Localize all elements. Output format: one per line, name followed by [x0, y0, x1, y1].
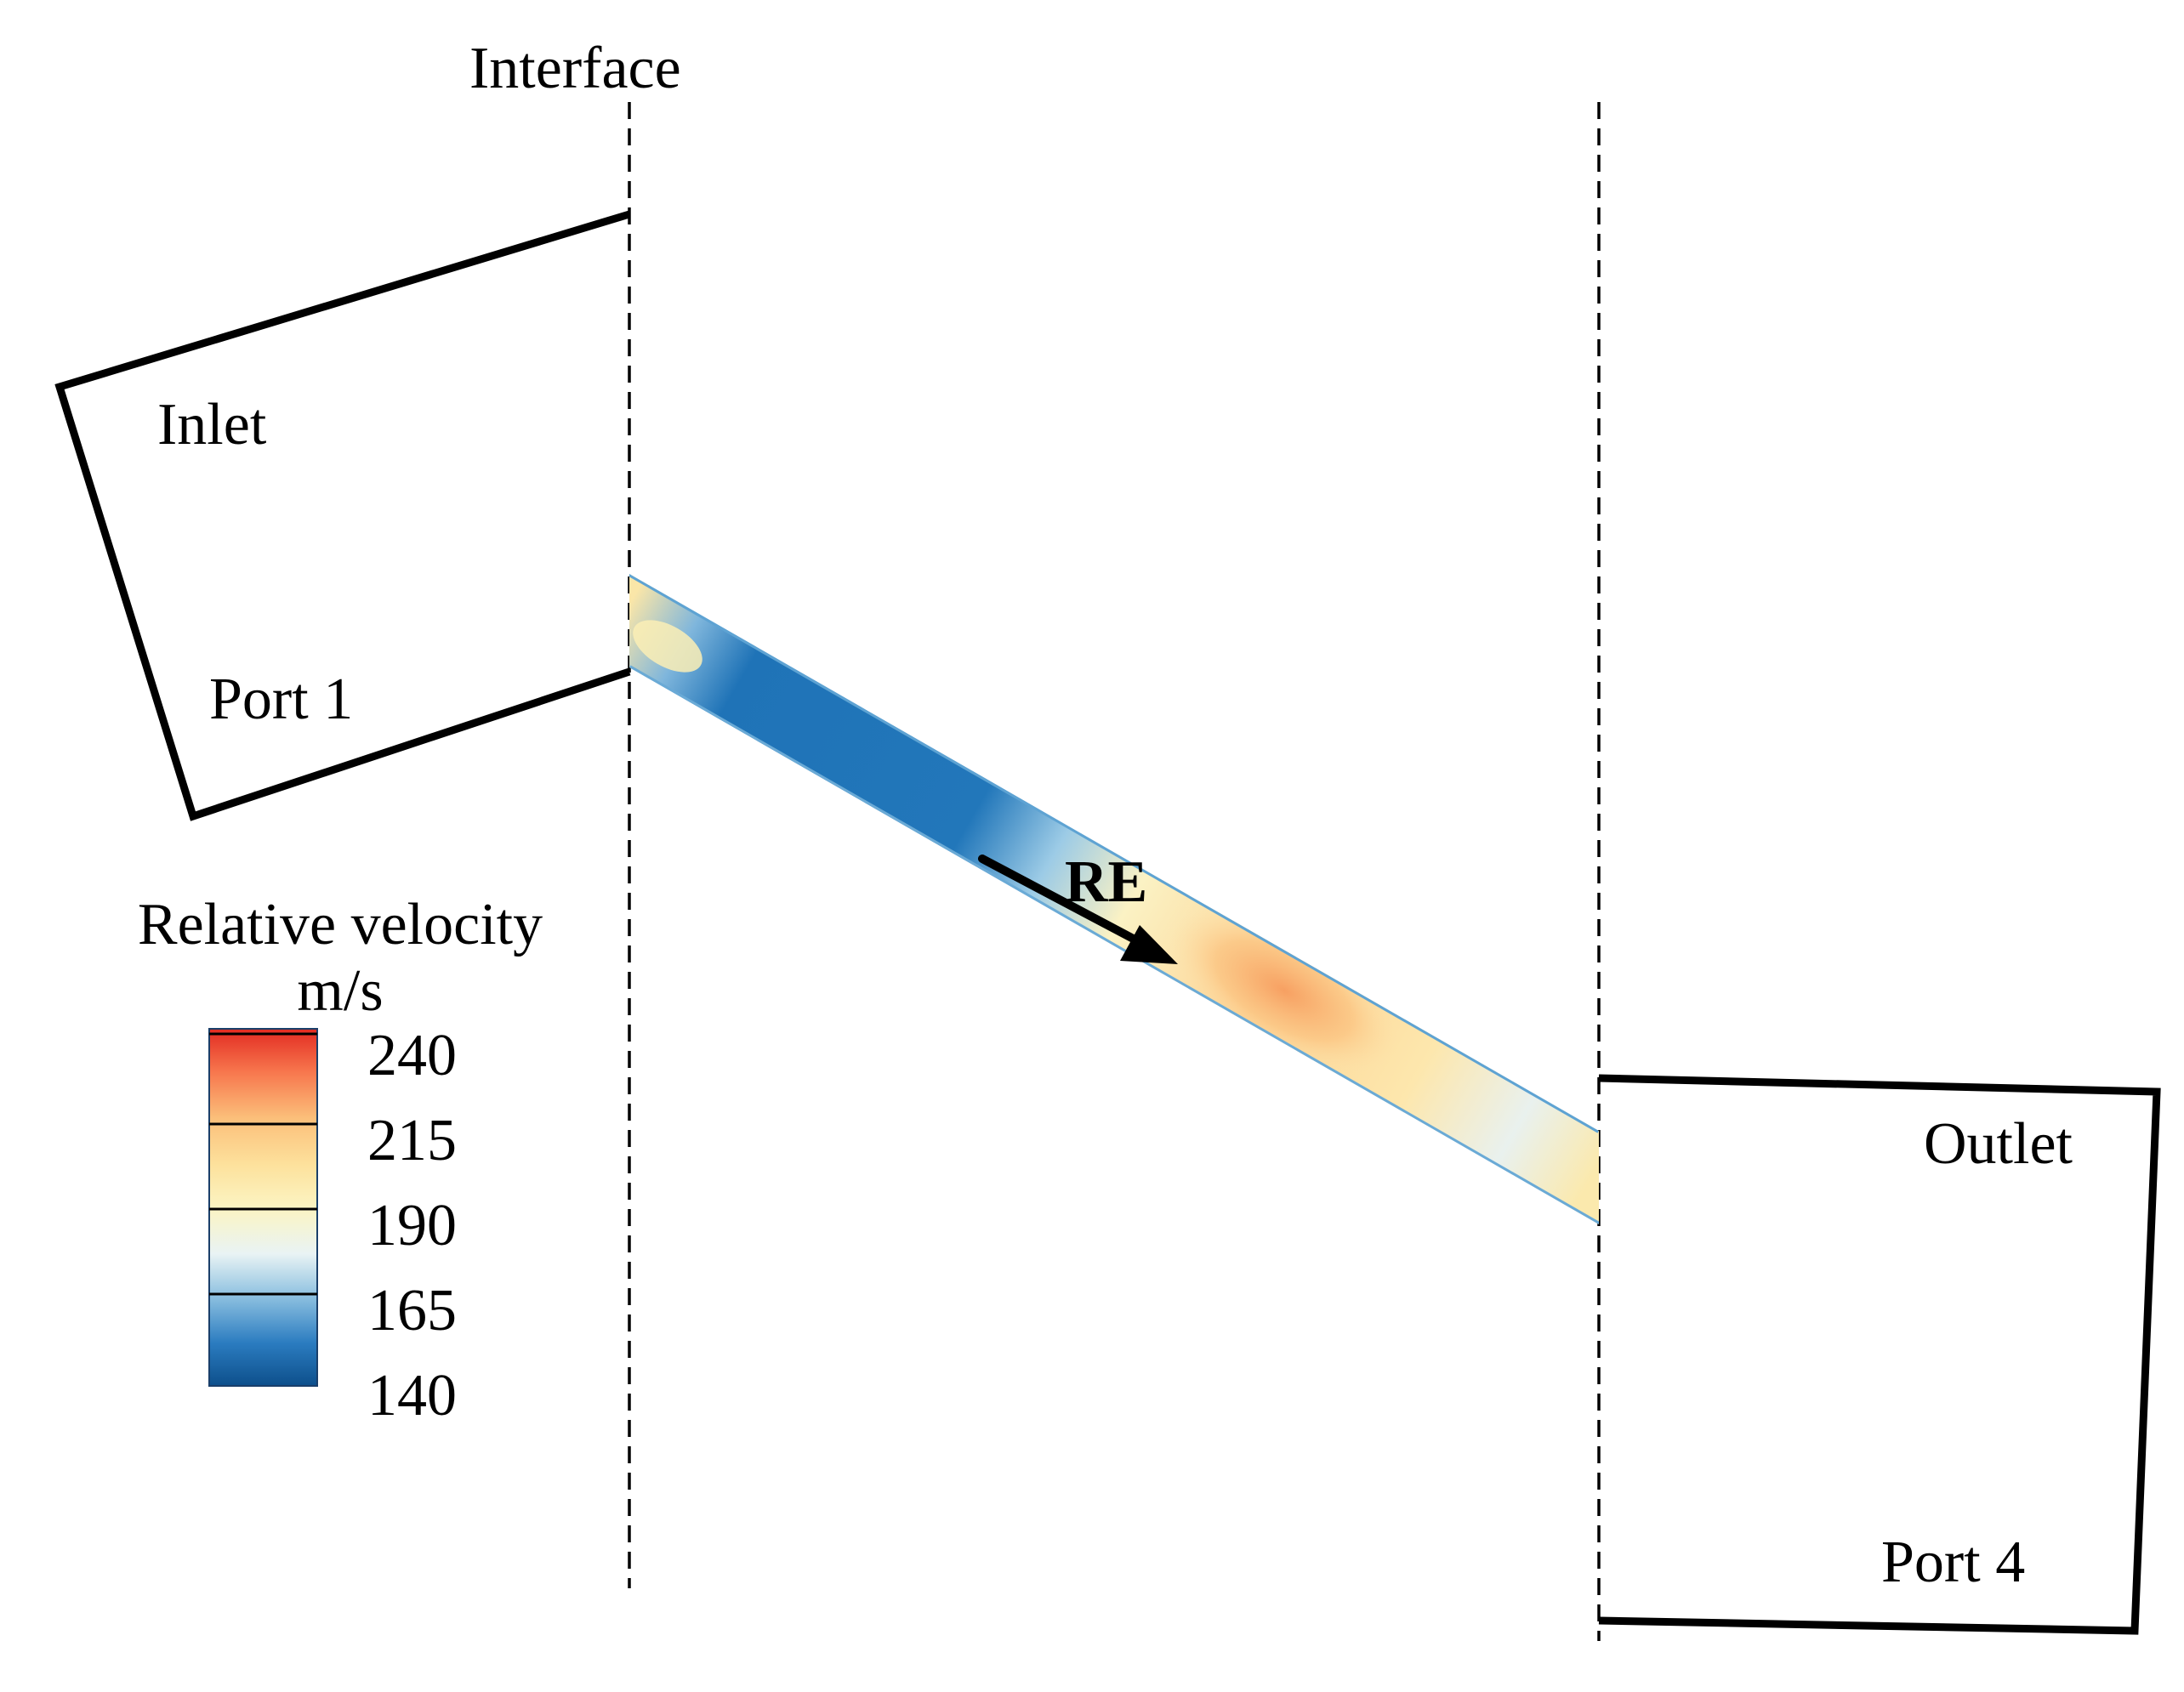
legend-tick-label: 240: [367, 1023, 457, 1088]
arrow-head: [1120, 925, 1178, 964]
arrow-shaft: [978, 855, 1144, 946]
legend-tick-label: 215: [367, 1108, 457, 1173]
legend-title: Relative velocity: [138, 892, 543, 957]
legend-unit: m/s: [297, 958, 383, 1024]
direction-label: RE: [1065, 849, 1147, 915]
channel-upper-wall-layer: [629, 574, 1599, 1133]
velocity-legend: Relative velocity m/s 240 215 190 165 14…: [138, 892, 543, 1428]
inlet-port-outline: [54, 210, 631, 821]
legend-band-separators: [209, 1032, 317, 1296]
legend-tick-label: 140: [367, 1363, 457, 1428]
outlet-port-outline: [1598, 1074, 2161, 1635]
legend-tick-label: 190: [367, 1193, 457, 1258]
legend-colorbar: [208, 1028, 318, 1387]
inlet-corner-zone: [633, 620, 702, 673]
rotation-direction-arrow: [978, 855, 1178, 964]
port4-label: Port 4: [1881, 1530, 2025, 1595]
velocity-contour-channel: [629, 574, 1599, 1224]
legend-tick-label: 165: [367, 1278, 457, 1343]
inlet-label: Inlet: [157, 392, 267, 457]
interface-label: Interface: [469, 36, 681, 101]
high-velocity-zone: [1169, 908, 1399, 1073]
outlet-label: Outlet: [1924, 1111, 2073, 1177]
port1-label: Port 1: [209, 667, 353, 732]
channel-lower-wall-layer: [629, 665, 1599, 1224]
